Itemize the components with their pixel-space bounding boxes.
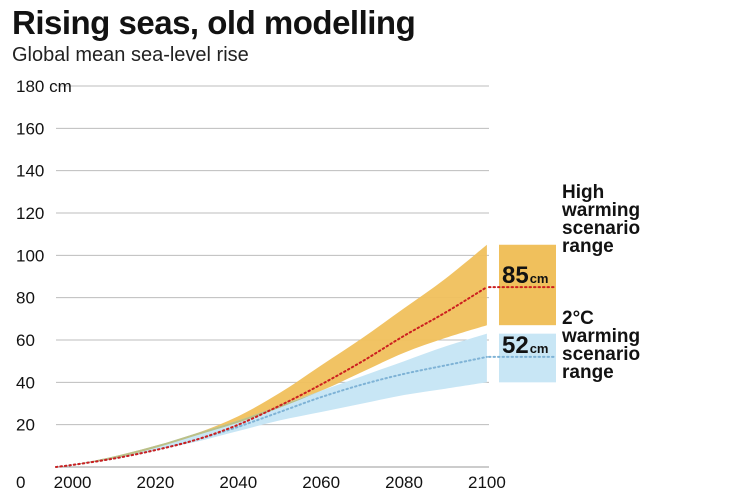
- y-tick-label: 160: [16, 119, 44, 138]
- x-tick-label: 2060: [302, 473, 340, 492]
- median-lines: [55, 286, 488, 468]
- high-warming-value-label: 85cm: [502, 262, 549, 289]
- x-tick-label: 2080: [385, 473, 423, 492]
- y-tick-label: 140: [16, 162, 44, 181]
- scenario-range-bars: 85cmHighwarmingscenariorange52cm2°Cwarmi…: [488, 182, 640, 383]
- two-degree-range-bar: [499, 333, 556, 383]
- y-tick-label: 120: [16, 204, 44, 223]
- gridlines: [56, 85, 489, 468]
- x-tick-label: 2040: [219, 473, 257, 492]
- range-label-line: 2°C: [562, 308, 594, 329]
- high-warming-range-bar: [499, 244, 556, 326]
- two-degree-value-label: 52cm: [502, 332, 549, 359]
- y-tick-label: 0: [16, 473, 25, 492]
- range-label-line: warming: [561, 200, 640, 221]
- range-label-line: range: [562, 236, 614, 257]
- scenario-bands: [56, 244, 487, 467]
- y-tick-label: 80: [16, 289, 35, 308]
- y-tick-label: 40: [16, 373, 35, 392]
- y-tick-label: 60: [16, 331, 35, 350]
- x-tick-label: 2100: [468, 473, 506, 492]
- y-tick-label: 20: [16, 416, 35, 435]
- band-overlap: [56, 325, 487, 467]
- chart-subtitle: Global mean sea-level rise: [12, 44, 249, 66]
- value-number: 85: [502, 262, 529, 289]
- range-label-line: High: [562, 182, 604, 203]
- x-tick-label: 2020: [137, 473, 175, 492]
- range-label-line: warming: [561, 326, 640, 347]
- y-tick-label: 180 cm: [16, 77, 72, 96]
- range-label-line: scenario: [562, 218, 640, 239]
- high-warming-median-line: [55, 286, 488, 468]
- x-tick-label: 2000: [54, 473, 92, 492]
- value-unit: cm: [530, 271, 549, 286]
- chart-title: Rising seas, old modelling: [12, 4, 416, 41]
- value-unit: cm: [530, 341, 549, 356]
- range-label-line: scenario: [562, 344, 640, 365]
- y-tick-label: 100: [16, 246, 44, 265]
- range-label-line: range: [562, 362, 614, 383]
- value-number: 52: [502, 332, 529, 359]
